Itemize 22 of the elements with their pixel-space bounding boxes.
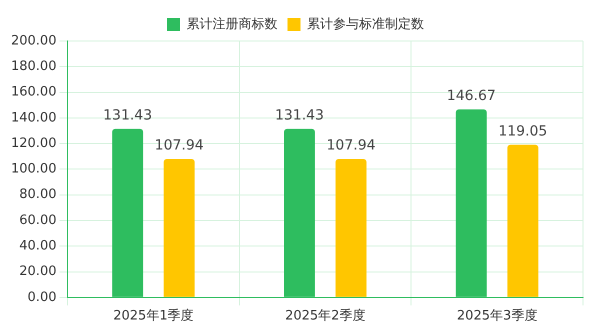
y-tick-label: 180.00 <box>10 59 56 74</box>
data-label: 146.67 <box>446 88 496 104</box>
data-label: 131.43 <box>103 108 152 124</box>
x-tick-label: 2025年1季度 <box>113 308 194 324</box>
y-tick-label: 100.00 <box>10 162 56 177</box>
y-tick-label: 20.00 <box>19 264 56 280</box>
legend-label: 累计注册商标数 <box>186 16 278 32</box>
data-label: 107.94 <box>326 138 376 154</box>
y-tick-label: 40.00 <box>19 238 56 254</box>
y-tick-label: 160.00 <box>10 84 56 100</box>
y-tick-label: 200.00 <box>10 33 56 48</box>
y-tick-label: 0.00 <box>28 290 56 305</box>
legend-label: 累计参与标准制定数 <box>307 16 424 32</box>
y-tick-label: 80.00 <box>19 187 56 202</box>
y-tick-label: 140.00 <box>10 110 56 126</box>
data-label: 107.94 <box>154 138 204 154</box>
data-label: 119.05 <box>498 123 548 140</box>
x-tick-label: 2025年2季度 <box>285 308 366 324</box>
data-label: 131.43 <box>274 108 324 124</box>
y-tick-label: 120.00 <box>10 136 56 151</box>
y-tick-label: 60.00 <box>19 212 56 228</box>
x-tick-label: 2025年3季度 <box>456 308 538 324</box>
